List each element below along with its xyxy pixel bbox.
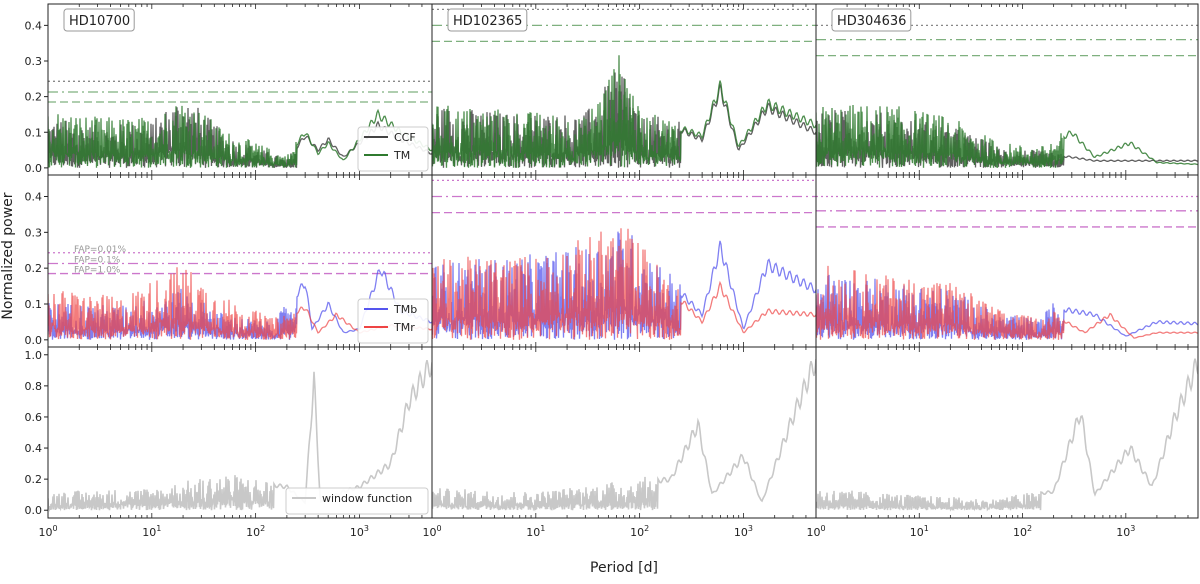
plot-area: [816, 24, 1198, 168]
fap-label-2: FAP=1.0%: [74, 266, 121, 276]
series-tmr-HD102365: [432, 228, 816, 340]
fap-label-0: FAP=0.01%: [74, 245, 127, 255]
y-tick-label: 0.4: [25, 191, 43, 204]
plot-area: [432, 179, 816, 340]
x-tick-label: 101: [526, 524, 545, 539]
legend: window function: [285, 487, 429, 515]
x-tick-label: 103: [350, 524, 369, 539]
panel-frame: [815, 346, 1199, 519]
legend-label: TMr: [393, 321, 415, 334]
x-tick-label: 102: [630, 524, 649, 539]
series-tmr-HD10700: [48, 267, 432, 340]
panel-r0-c1: HD102365: [431, 3, 817, 176]
star-name: HD10700: [69, 14, 130, 29]
panel-r1-c0: 0.0 0.1 0.2 0.3 0.4 FAP=0.01%FAP=0.1%FAP=1.0%…: [25, 174, 433, 348]
legend-label: TM: [393, 149, 410, 162]
legend-label: TMb: [393, 303, 417, 316]
y-tick-label: 0.2: [25, 262, 43, 275]
y-tick-label: 0.6: [25, 411, 43, 424]
y-axis-label: Normalized power: [0, 192, 16, 319]
series-tm-HD304636: [816, 104, 1198, 168]
fap-label-1: FAP=0.1%: [74, 256, 121, 266]
x-tick-label: 101: [142, 524, 161, 539]
panels: 0.0 0.1 0.2 0.3 0.4 HD10700 CCF TM HD102365 HD304…: [25, 3, 1199, 539]
y-tick-label: 0.3: [25, 226, 43, 239]
plot-area: [432, 359, 816, 512]
panel-frame: [431, 346, 817, 519]
series-window-HD304636: [816, 358, 1198, 512]
x-axis-label: Period [d]: [590, 560, 658, 576]
x-tick-label: 101: [910, 524, 929, 539]
y-tick-label: 0.0: [25, 162, 43, 175]
panel-r1-c2: [815, 174, 1199, 348]
y-tick-label: 0.0: [25, 334, 43, 347]
panel-r0-c0: 0.0 0.1 0.2 0.3 0.4 HD10700 CCF TM: [25, 3, 433, 176]
legend: CCF TM: [357, 126, 429, 172]
y-tick-label: 0.1: [25, 298, 43, 311]
panel-r2-c1: 100 101 102 103: [422, 346, 817, 539]
panel-r1-c1: [431, 174, 817, 348]
x-tick-label: 103: [1116, 524, 1135, 539]
y-tick-label: 0.2: [25, 91, 43, 104]
plot-area: [432, 8, 816, 168]
plot-area: [816, 358, 1198, 512]
star-name-box: [447, 8, 528, 32]
x-tick-label: 103: [734, 524, 753, 539]
legend-label: CCF: [394, 131, 416, 144]
plot-area: [48, 80, 432, 168]
x-tick-label: 102: [246, 524, 265, 539]
x-tick-label: 102: [1013, 524, 1032, 539]
series-tmr-HD304636: [816, 265, 1198, 340]
y-tick-label: 0.2: [25, 473, 43, 486]
series-tm-HD10700: [48, 105, 432, 168]
y-tick-label: 0.4: [25, 442, 43, 455]
series-window-HD102365: [432, 359, 816, 512]
y-tick-label: 0.8: [25, 380, 43, 393]
star-name: HD102365: [453, 14, 522, 29]
star-name: HD304636: [837, 14, 906, 29]
star-name-box: [63, 8, 135, 32]
x-tick-label: 100: [422, 524, 441, 539]
panel-r0-c2: HD304636: [815, 3, 1199, 176]
y-tick-label: 0.0: [25, 504, 43, 517]
star-name-box: [831, 8, 912, 32]
plot-area: [816, 195, 1198, 340]
y-tick-label: 1.0: [25, 349, 43, 362]
series-ccf-HD304636: [816, 110, 1198, 168]
series-tm-HD102365: [432, 55, 816, 168]
panel-r2-c2: 100 101 102 103: [806, 346, 1199, 539]
y-tick-label: 0.4: [25, 19, 43, 32]
x-tick-label: 100: [38, 524, 57, 539]
legend: TMb TMr: [357, 298, 429, 344]
legend-label: window function: [322, 492, 412, 505]
y-tick-label: 0.1: [25, 126, 43, 139]
panel-r2-c0: 0.0 0.2 0.4 0.6 0.8 1.0 100 101 102 103 window fun…: [25, 346, 433, 539]
plot-area: [48, 252, 432, 341]
y-tick-label: 0.3: [25, 55, 43, 68]
x-tick-label: 100: [806, 524, 825, 539]
